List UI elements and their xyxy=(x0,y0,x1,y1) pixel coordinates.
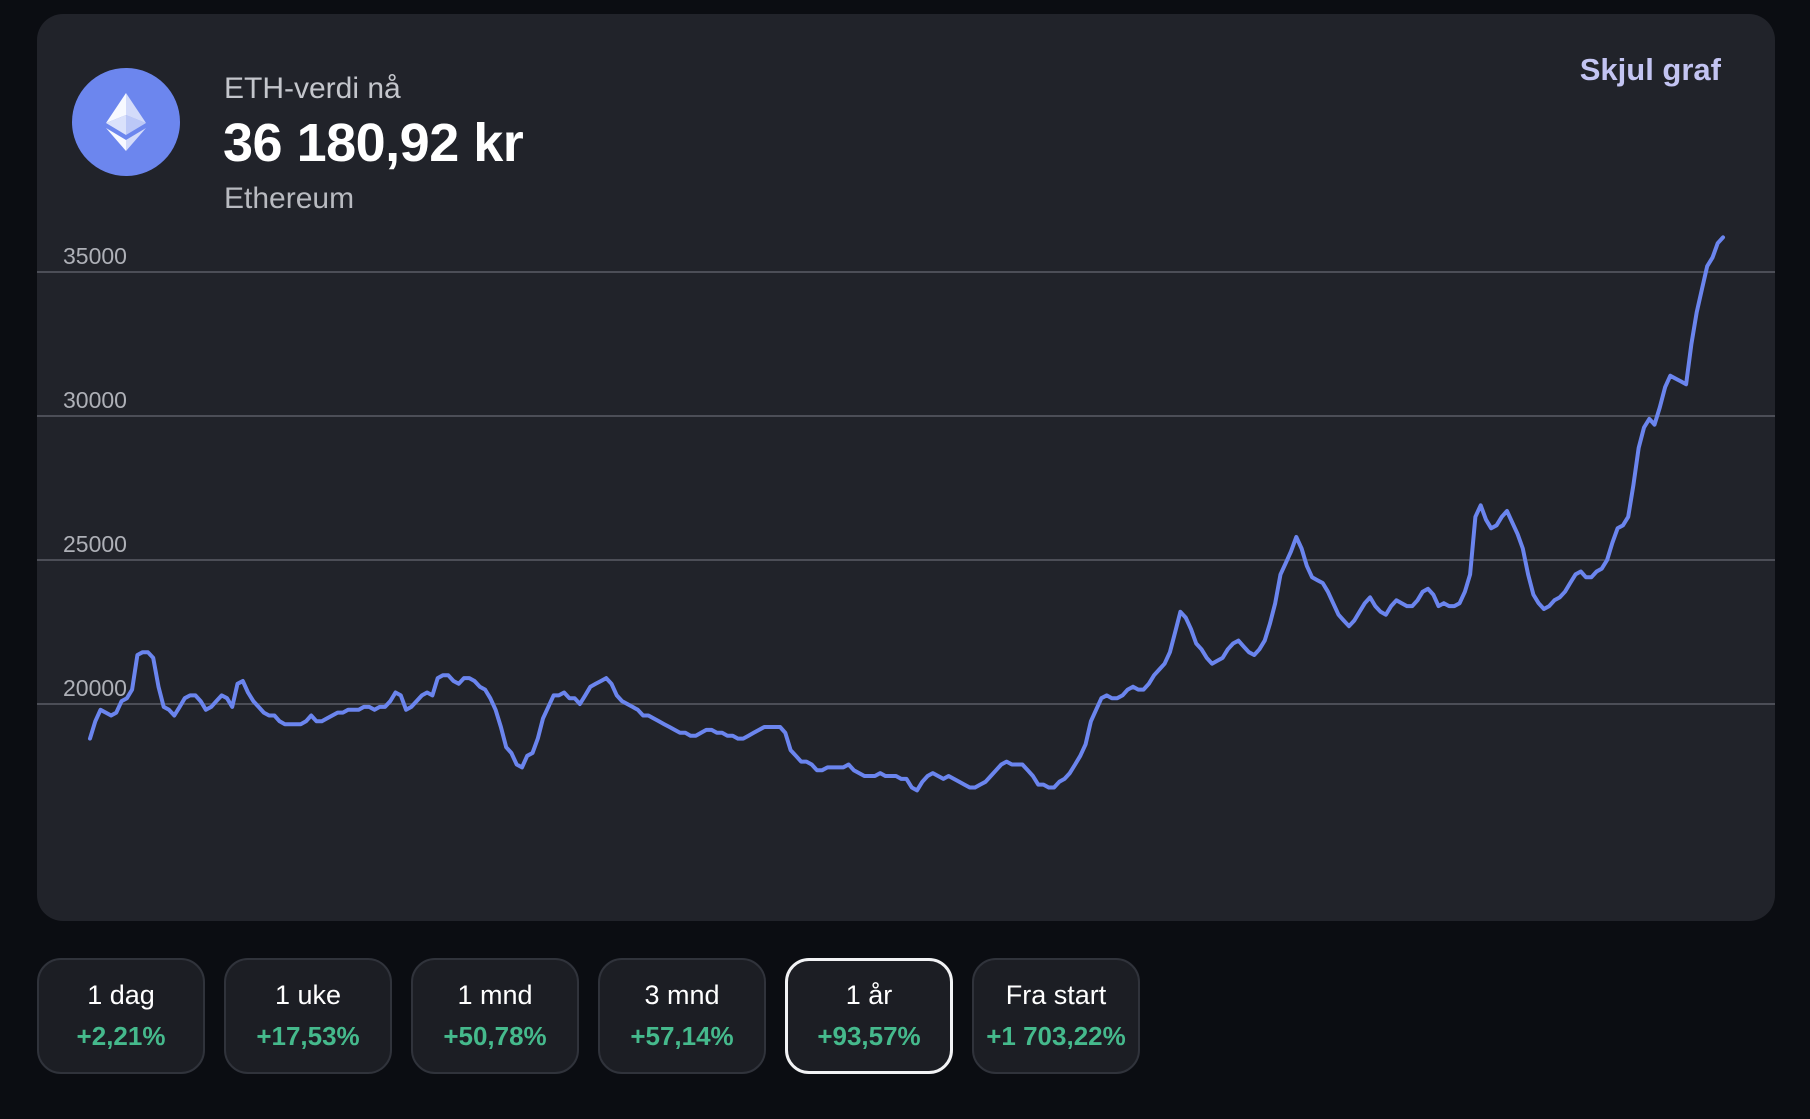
period-change: +50,78% xyxy=(443,1021,547,1051)
ethereum-icon xyxy=(72,68,180,176)
period-label: Fra start xyxy=(1005,980,1107,1010)
hide-chart-button[interactable]: Skjul graf xyxy=(1579,52,1721,87)
y-tick-label: 20000 xyxy=(63,675,127,701)
period-change: +17,53% xyxy=(256,1021,360,1051)
ethereum-logo-icon xyxy=(106,93,146,151)
period-change: +2,21% xyxy=(76,1021,166,1051)
period-button-1-year[interactable]: 1 år +93,57% xyxy=(785,958,953,1074)
period-label: 1 dag xyxy=(87,980,155,1010)
period-change: +93,57% xyxy=(817,1021,921,1051)
period-change: +1 703,22% xyxy=(986,1021,1126,1051)
asset-name: Ethereum xyxy=(224,182,355,215)
period-button-1-week[interactable]: 1 uke +17,53% xyxy=(224,958,392,1074)
y-tick-label: 35000 xyxy=(63,243,127,269)
period-button-1-month[interactable]: 1 mnd +50,78% xyxy=(411,958,579,1074)
price-chart-svg: 35000300002500020000apr. 2023juli 2023no… xyxy=(37,235,1775,793)
y-tick-label: 25000 xyxy=(63,531,127,557)
period-label: 3 mnd xyxy=(644,980,720,1010)
price-card: ETH-verdi nå 36 180,92 kr Ethereum Skjul… xyxy=(37,14,1775,921)
period-button-1-day[interactable]: 1 dag +2,21% xyxy=(37,958,205,1074)
y-tick-label: 30000 xyxy=(63,387,127,413)
period-button-from-start[interactable]: Fra start +1 703,22% xyxy=(972,958,1140,1074)
period-label: 1 uke xyxy=(274,980,342,1010)
period-change: +57,14% xyxy=(630,1021,734,1051)
series-line xyxy=(88,235,1725,793)
price-chart: 35000300002500020000apr. 2023juli 2023no… xyxy=(37,214,1775,914)
period-label: 1 år xyxy=(845,980,893,1010)
period-label: 1 mnd xyxy=(457,980,533,1010)
value-label: ETH-verdi nå xyxy=(224,72,401,105)
period-selector: 1 dag +2,21% 1 uke +17,53% 1 mnd +50,78%… xyxy=(37,958,1140,1074)
period-button-3-months[interactable]: 3 mnd +57,14% xyxy=(598,958,766,1074)
current-value: 36 180,92 kr xyxy=(223,113,524,173)
